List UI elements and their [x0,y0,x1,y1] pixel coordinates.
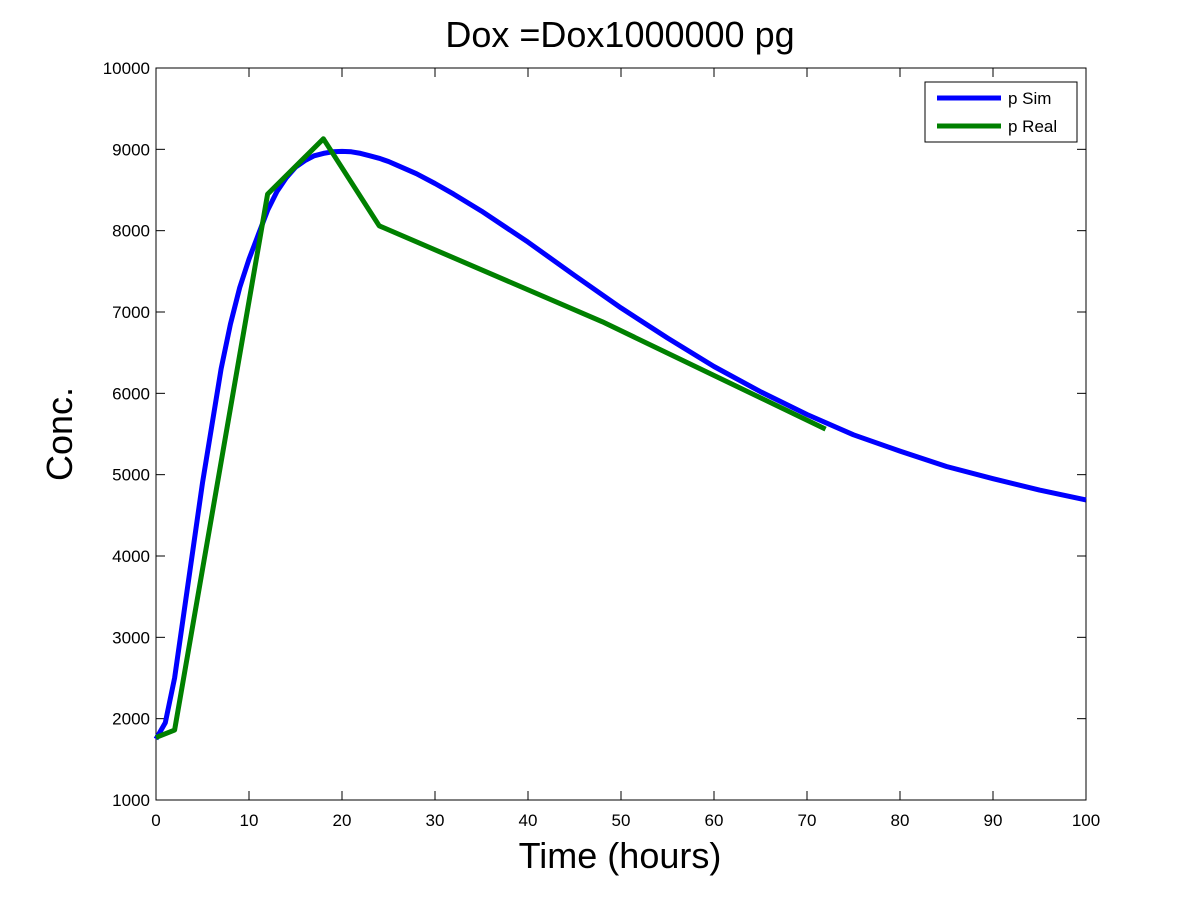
y-axis-label: Conc. [39,387,80,481]
y-tick-label: 1000 [112,791,150,810]
x-tick-label: 60 [705,811,724,830]
x-tick-label: 50 [612,811,631,830]
series-layer [153,136,1087,741]
x-tick-label: 10 [240,811,259,830]
chart-title: Dox =Dox1000000 pg [445,14,794,55]
y-tick-label: 10000 [103,59,150,78]
series-line-p-real [155,136,827,740]
y-tick-label: 4000 [112,547,150,566]
y-tick-label: 2000 [112,710,150,729]
y-tick-label: 8000 [112,222,150,241]
x-axis: 0 10 20 30 40 50 60 70 80 90 100 [151,68,1100,830]
series-line-p-sim [153,148,1087,741]
x-tick-label: 90 [984,811,1003,830]
x-tick-label: 30 [426,811,445,830]
x-tick-label: 40 [519,811,538,830]
x-tick-label: 20 [333,811,352,830]
y-tick-label: 9000 [112,140,150,159]
legend: p Sim p Real [924,81,1078,143]
legend-box [924,81,1078,143]
x-axis-label: Time (hours) [519,835,722,876]
x-tick-label: 80 [891,811,910,830]
x-tick-label: 0 [151,811,160,830]
plot-area [155,67,1087,801]
y-tick-label: 6000 [112,384,150,403]
legend-label: p Sim [1008,89,1051,108]
y-tick-label: 7000 [112,303,150,322]
legend-label: p Real [1008,117,1057,136]
x-tick-label: 70 [798,811,817,830]
y-tick-label: 5000 [112,466,150,485]
y-tick-label: 3000 [112,628,150,647]
x-tick-label: 100 [1072,811,1100,830]
y-axis: 1000 2000 3000 4000 5000 6000 7000 8000 9000 1000… [103,59,1086,810]
